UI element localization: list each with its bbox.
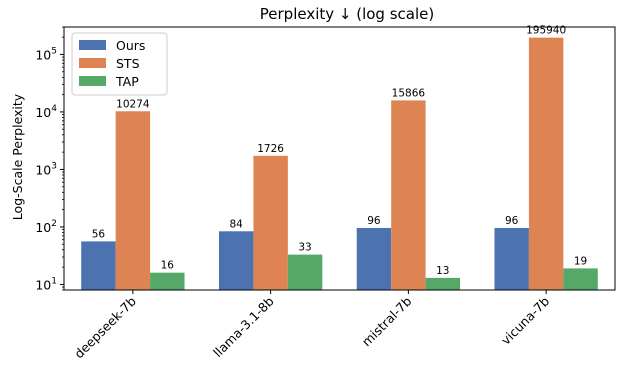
y-tick-label-1000: 103 (35, 161, 57, 177)
legend: Ours STS TAP (71, 32, 168, 96)
bar-ours-vicuna-7b (494, 227, 529, 290)
y-axis-label: Log-Scale Perplexity (10, 93, 25, 220)
bar-ours-llama-3.1-8b (218, 231, 254, 290)
x-tick-label-vicuna-7b: vicuna-7b (498, 293, 552, 347)
data-label-sts-deepseek-7b: 10274 (116, 98, 150, 110)
data-label-sts-llama-3.1-8b: 1726 (257, 143, 284, 155)
bars-group (81, 37, 598, 291)
bar-sts-deepseek-7b (115, 111, 151, 291)
legend-swatch-tap (79, 76, 106, 86)
y-tick-label-10000: 104 (35, 104, 57, 120)
bar-tap-mistral-7b (425, 277, 461, 290)
bar-sts-vicuna-7b (528, 37, 564, 291)
x-tick-label-mistral-7b: mistral-7b (359, 293, 415, 349)
bar-ours-mistral-7b (356, 227, 392, 290)
data-label-sts-mistral-7b: 15866 (392, 87, 426, 99)
x-tick-label-deepseek-7b: deepseek-7b (71, 293, 139, 361)
legend-label-tap: TAP (115, 74, 139, 89)
legend-swatch-ours (79, 40, 106, 50)
bar-tap-vicuna-7b (563, 268, 598, 290)
data-label-ours-vicuna-7b: 96 (505, 215, 519, 227)
legend-swatch-sts (79, 58, 106, 68)
data-label-sts-vicuna-7b: 195940 (526, 25, 566, 37)
data-label-ours-llama-3.1-8b: 84 (230, 218, 244, 230)
data-label-tap-vicuna-7b: 19 (574, 255, 587, 267)
bar-sts-llama-3.1-8b (253, 155, 288, 290)
legend-label-sts: STS (116, 56, 140, 71)
bar-tap-deepseek-7b (150, 272, 185, 290)
plot-frame (63, 26, 616, 291)
bar-tap-llama-3.1-8b (287, 254, 323, 290)
data-label-tap-llama-3.1-8b: 33 (298, 242, 311, 254)
legend-label-ours: Ours (116, 38, 145, 53)
y-tick-label-10: 101 (35, 276, 57, 292)
data-label-ours-deepseek-7b: 56 (92, 228, 106, 240)
y-tick-label-100: 102 (35, 219, 57, 235)
x-tick-label-llama-3.1-8b: llama-3.1-8b (210, 293, 277, 360)
y-tick-label-100000: 105 (35, 46, 57, 62)
chart-title: Perplexity ↓ (log scale) (260, 5, 434, 23)
data-label-tap-mistral-7b: 13 (436, 265, 449, 277)
data-labels-group: 56 10274 16 84 1726 33 96 15866 13 96 195940 19 (92, 25, 588, 277)
data-label-ours-mistral-7b: 96 (367, 215, 381, 227)
data-label-tap-deepseek-7b: 16 (161, 260, 175, 272)
bar-sts-mistral-7b (391, 100, 426, 290)
bar-ours-deepseek-7b (81, 241, 116, 290)
